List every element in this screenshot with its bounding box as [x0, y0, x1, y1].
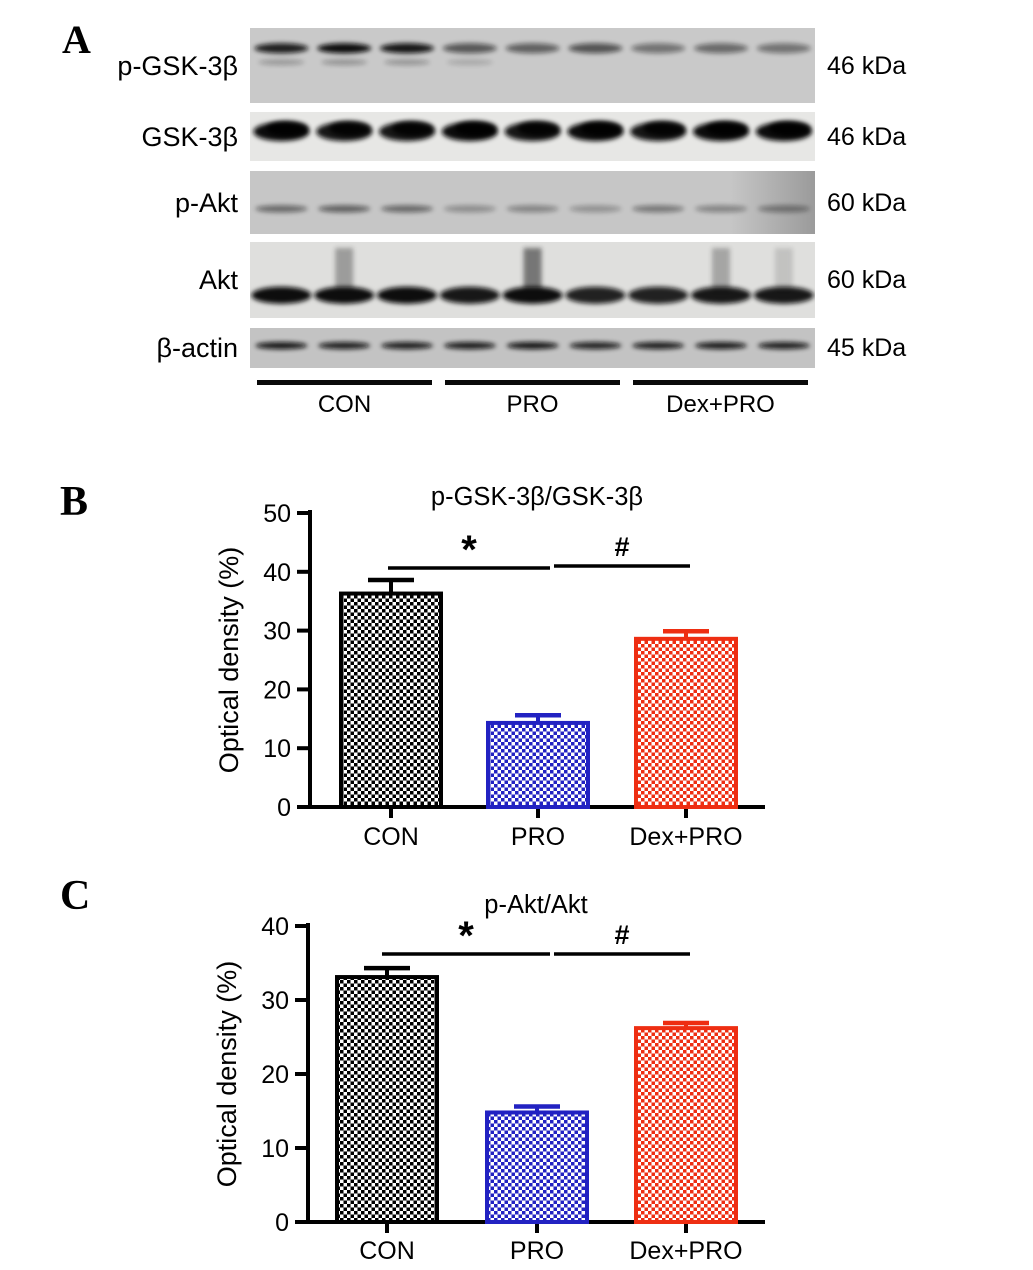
- group-label: PRO: [506, 391, 559, 418]
- x-category-label: PRO: [511, 823, 565, 851]
- x-category-label: CON: [363, 823, 419, 851]
- y-tick-label: 0: [275, 1209, 289, 1237]
- kda-label: 46 kDa: [827, 122, 907, 151]
- bar-CON: [339, 591, 443, 809]
- group-underline: [257, 380, 432, 385]
- y-axis-label: Optical density (%): [212, 961, 242, 1188]
- kda-label: 60 kDa: [827, 266, 907, 294]
- blot-strip-image: [250, 328, 815, 368]
- chart-title: p-GSK-3β/GSK-3β: [431, 483, 643, 511]
- x-category-label: Dex+PRO: [629, 823, 742, 851]
- chart-title: p-Akt/Akt: [484, 891, 587, 919]
- kda-label: 45 kDa: [827, 334, 907, 362]
- y-tick-label: 10: [261, 1135, 289, 1163]
- blot-strip-image: [250, 112, 815, 161]
- panel-c-label: C: [60, 873, 91, 919]
- bar-chart-svg: p-GSK-3β/GSK-3β Optical density (%) 0 10 20 3…: [214, 483, 765, 851]
- significance-marker: *: [458, 914, 474, 958]
- y-tick-label: 30: [261, 987, 289, 1015]
- y-tick-label: 40: [261, 913, 289, 941]
- blot-label: β-actin: [156, 333, 238, 363]
- significance-marker: #: [614, 532, 629, 562]
- blot-strip-image: [250, 171, 815, 234]
- group-underline: [633, 380, 808, 385]
- bar-Dex+PRO: [634, 636, 738, 809]
- blot-label: GSK-3β: [141, 121, 238, 152]
- significance-marker: #: [614, 920, 629, 950]
- y-tick-label: 10: [263, 735, 291, 763]
- blot-strip-image: [250, 242, 815, 318]
- kda-label: 60 kDa: [827, 188, 907, 217]
- kda-label: 46 kDa: [827, 51, 907, 80]
- significance-marker: *: [461, 528, 477, 572]
- bar-chart-svg: p-Akt/Akt Optical density (%) 0 10 20 30 40 CON…: [212, 891, 765, 1265]
- x-category-label: Dex+PRO: [629, 1237, 742, 1265]
- panel-b-label: B: [60, 479, 89, 525]
- bar-CON: [335, 975, 439, 1224]
- y-tick-label: 0: [277, 794, 291, 822]
- group-label: Dex+PRO: [666, 391, 775, 418]
- x-category-label: PRO: [510, 1237, 564, 1265]
- group-underline: [445, 380, 620, 385]
- bar-PRO: [486, 720, 590, 809]
- bar-PRO: [485, 1110, 589, 1224]
- y-axis-label: Optical density (%): [214, 547, 244, 774]
- y-tick-label: 40: [263, 559, 291, 587]
- y-tick-label: 20: [261, 1061, 289, 1089]
- chart-pakt-akt: p-Akt/Akt Optical density (%) 0 10 20 30 40 CON…: [60, 868, 800, 1270]
- group-label: CON: [317, 391, 372, 418]
- blot-label: p-Akt: [174, 187, 238, 218]
- x-category-label: CON: [359, 1237, 415, 1265]
- blot-strip-image: [250, 28, 815, 103]
- y-tick-label: 30: [263, 618, 291, 646]
- bar-Dex+PRO: [634, 1026, 738, 1224]
- y-tick-label: 50: [263, 500, 291, 528]
- blot-label: Akt: [198, 265, 238, 295]
- y-tick-label: 20: [263, 676, 291, 704]
- chart-pgsk3b-gsk3b: p-GSK-3β/GSK-3β Optical density (%) 0 10 20 3…: [60, 462, 800, 862]
- blot-label: p-GSK-3β: [117, 50, 238, 81]
- panel-a-label: A: [62, 17, 91, 62]
